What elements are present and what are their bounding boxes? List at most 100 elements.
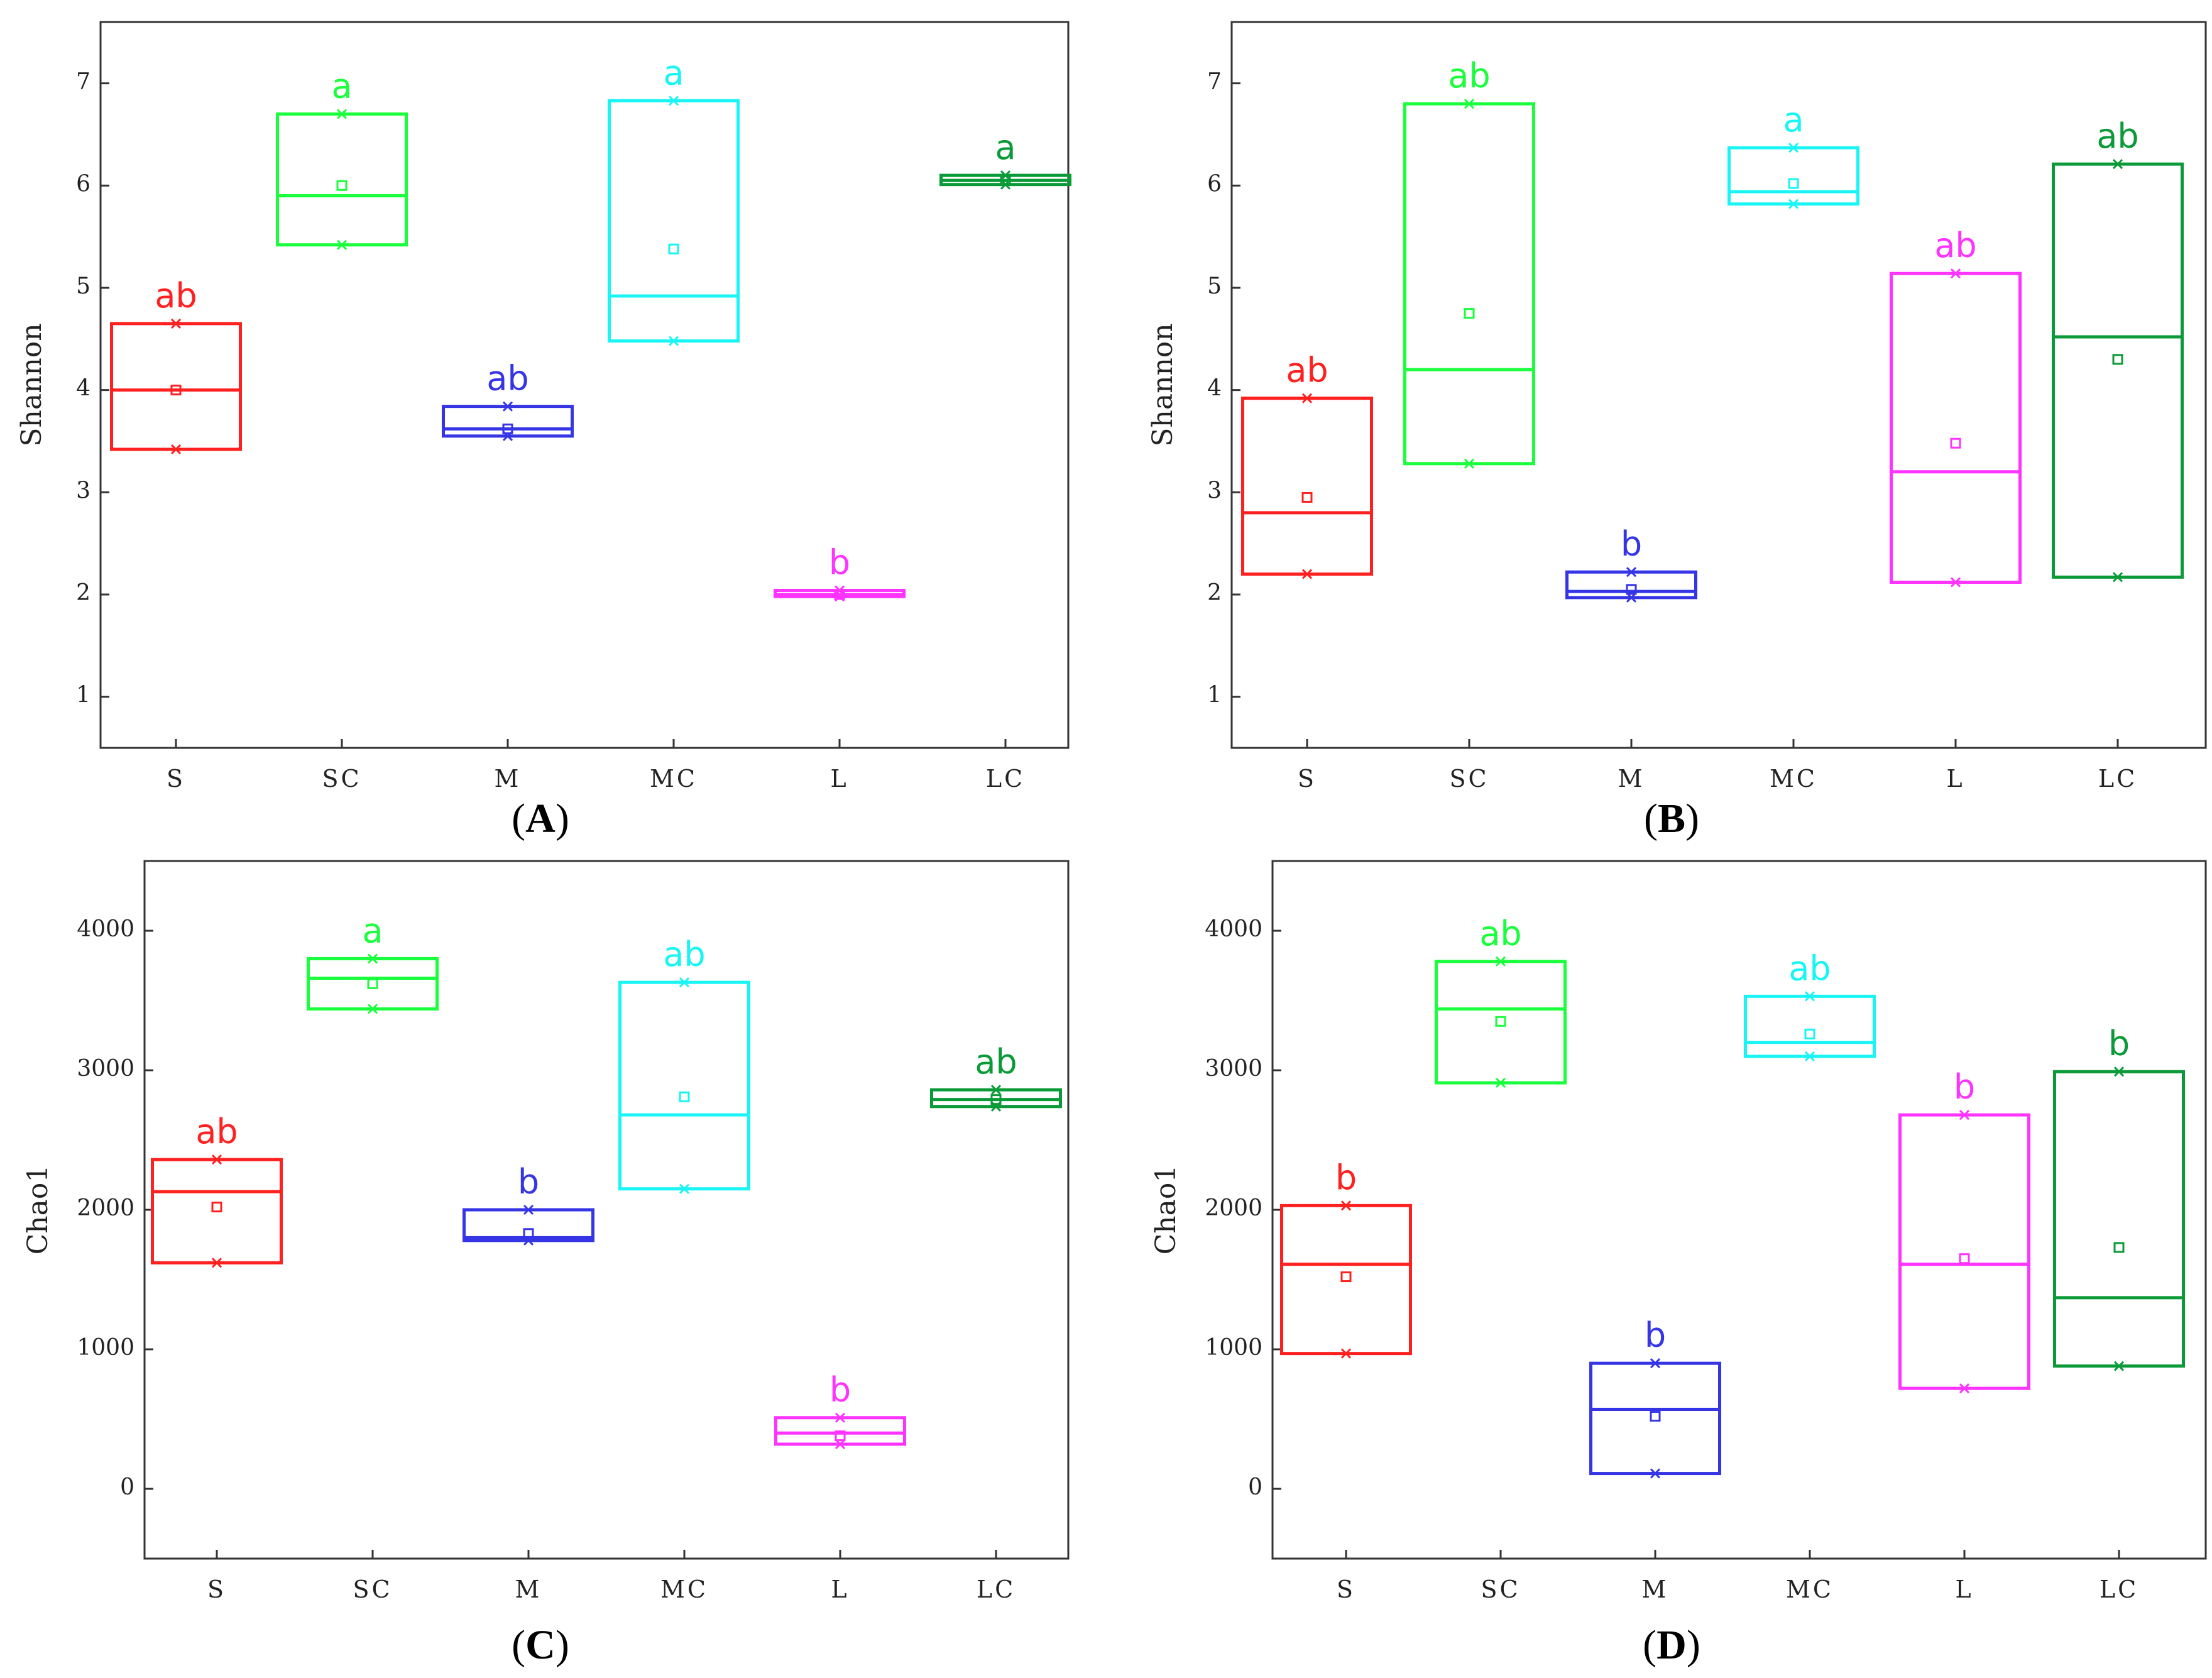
chart-d-frame bbox=[1271, 860, 2207, 1560]
chart-d-mean-sc bbox=[1495, 1016, 1506, 1027]
chart-d-mean-s bbox=[1340, 1271, 1352, 1283]
chart-b-min-marker-s bbox=[1301, 569, 1313, 579]
chart-b-xtick-label-m: M bbox=[1618, 765, 1645, 792]
chart-d-xtick-label-s: S bbox=[1337, 1576, 1355, 1603]
chart-c-min-marker-s bbox=[211, 1258, 222, 1268]
chart-a-ytick-label: 3 bbox=[76, 478, 90, 503]
chart-d-xtick-label-mc: MC bbox=[1786, 1576, 1834, 1603]
chart-b-min-marker-mc bbox=[1788, 199, 1799, 209]
chart-b-max-marker-mc bbox=[1788, 143, 1799, 153]
chart-b-box-lc bbox=[2052, 162, 2184, 579]
chart-b-ytick-label: 3 bbox=[1207, 478, 1222, 503]
chart-a-ytick-label: 4 bbox=[76, 376, 90, 402]
chart-b-min-marker-sc bbox=[1464, 458, 1475, 469]
chart-c-max-marker-sc bbox=[367, 953, 378, 964]
chart-a-ytick-label: 7 bbox=[76, 69, 90, 95]
chart-b-xtick-label-s: S bbox=[1298, 765, 1317, 792]
chart-c-max-marker-mc bbox=[679, 977, 690, 988]
chart-b-min-marker-l bbox=[1950, 577, 1961, 588]
chart-a-min-marker-sc bbox=[336, 239, 348, 250]
chart-d-mean-l bbox=[1959, 1253, 1970, 1264]
chart-b-frame bbox=[1230, 21, 2207, 749]
chart-d-box-s bbox=[1280, 1204, 1412, 1356]
chart-d-box-lc bbox=[2053, 1070, 2185, 1368]
chart-d-ytick-label: 2000 bbox=[1205, 1195, 1262, 1221]
chart-b-sig-letter-sc: ab bbox=[1448, 56, 1490, 96]
chart-b-xtick-label-lc: LC bbox=[2098, 765, 2137, 792]
chart-d-min-marker-s bbox=[1340, 1348, 1352, 1359]
chart-d-ytick-label: 0 bbox=[1248, 1474, 1262, 1500]
chart-c-sig-letter-l: b bbox=[830, 1370, 851, 1410]
chart-c-ytick-label: 2000 bbox=[77, 1195, 134, 1221]
chart-a-mean-m bbox=[502, 423, 513, 434]
panel-label-a: (A) bbox=[512, 796, 569, 842]
chart-d-mean-lc bbox=[2113, 1242, 2125, 1253]
chart-a-xtick-label-mc: MC bbox=[650, 765, 698, 792]
chart-d-max-marker-sc bbox=[1495, 956, 1506, 967]
chart-b-sig-letter-l: ab bbox=[1934, 226, 1976, 265]
chart-d-max-marker-mc bbox=[1804, 991, 1815, 1002]
chart-c-xtick-label-s: S bbox=[207, 1576, 226, 1603]
chart-d-ytick-label: 1000 bbox=[1205, 1335, 1262, 1361]
chart-c-min-marker-sc bbox=[367, 1004, 378, 1014]
chart-d-xtick-label-l: L bbox=[1955, 1576, 1973, 1603]
chart-b-max-marker-lc bbox=[2112, 159, 2123, 170]
chart-a-xtick-label-sc: SC bbox=[322, 765, 361, 792]
chart-a-mean-mc bbox=[668, 243, 679, 255]
chart-a-min-marker-mc bbox=[668, 336, 679, 346]
panel-label-b: (B) bbox=[1644, 796, 1699, 842]
chart-a-ylabel: Shannon bbox=[16, 323, 48, 446]
chart-b-xtick-label-sc: SC bbox=[1449, 765, 1489, 792]
chart-d-max-marker-l bbox=[1959, 1109, 1970, 1121]
chart-a-min-marker-s bbox=[170, 444, 182, 455]
chart-d-max-marker-m bbox=[1650, 1358, 1661, 1369]
chart-b-box-sc bbox=[1403, 102, 1535, 466]
chart-a-ytick-label: 2 bbox=[76, 580, 90, 606]
chart-a-sig-letter-lc: a bbox=[995, 128, 1016, 167]
chart-c-min-marker-mc bbox=[679, 1183, 690, 1194]
chart-b-ytick-label: 2 bbox=[1207, 580, 1222, 606]
chart-b-mean-mc bbox=[1788, 178, 1799, 189]
chart-a-ytick-label: 5 bbox=[76, 273, 90, 299]
chart-c-mean-lc bbox=[990, 1094, 1002, 1105]
chart-a-sig-letter-s: ab bbox=[155, 276, 197, 315]
chart-b-box-mc bbox=[1727, 146, 1859, 206]
chart-d-sig-letter-mc: ab bbox=[1788, 948, 1831, 988]
chart-b-min-marker-lc bbox=[2112, 572, 2123, 583]
chart-c-plot: 0 1000 2000 3000 4000 Chao1 Sab SC a Mb MC ab Lb LC ab bbox=[22, 860, 1070, 1603]
chart-b-box-s bbox=[1241, 397, 1373, 576]
chart-a-box-m bbox=[442, 405, 574, 438]
chart-b-mean-l bbox=[1950, 437, 1961, 449]
chart-c-box-sc bbox=[307, 957, 439, 1011]
chart-a-max-marker-mc bbox=[668, 96, 679, 106]
chart-d-mean-mc bbox=[1804, 1028, 1815, 1039]
chart-b-max-marker-l bbox=[1950, 268, 1961, 279]
chart-c-max-marker-s bbox=[211, 1154, 222, 1165]
chart-a-xtick-label-l: L bbox=[830, 765, 848, 792]
chart-b-mean-m bbox=[1626, 584, 1637, 595]
chart-a-xtick-label-m: M bbox=[495, 765, 522, 792]
chart-a-sig-letter-m: ab bbox=[486, 359, 528, 398]
chart-b-sig-letter-s: ab bbox=[1286, 351, 1328, 390]
chart-a-box-mc bbox=[608, 99, 740, 343]
chart-d-min-marker-m bbox=[1650, 1468, 1661, 1479]
chart-d-ylabel: Chao1 bbox=[1150, 1165, 1182, 1255]
chart-d-sig-letter-lc: b bbox=[2108, 1024, 2130, 1063]
chart-b-sig-letter-mc: a bbox=[1783, 100, 1804, 140]
chart-a-frame bbox=[99, 21, 1070, 749]
chart-d-sig-letter-sc: ab bbox=[1479, 914, 1521, 953]
chart-c-xtick-label-mc: MC bbox=[660, 1576, 708, 1603]
chart-a-mean-lc bbox=[1000, 175, 1011, 186]
chart-c-ytick-label: 3000 bbox=[77, 1056, 134, 1082]
chart-d-mean-m bbox=[1650, 1411, 1661, 1422]
chart-a-mean-l bbox=[834, 589, 845, 600]
chart-c-sig-letter-sc: a bbox=[362, 911, 383, 950]
chart-c-box-mc bbox=[618, 980, 750, 1191]
chart-a-xtick-label-s: S bbox=[167, 765, 185, 792]
chart-b-ytick-label: 7 bbox=[1207, 69, 1222, 95]
chart-c-sig-letter-mc: ab bbox=[663, 935, 705, 974]
chart-a-ytick-label: 1 bbox=[76, 683, 90, 708]
chart-a-sig-letter-mc: a bbox=[663, 53, 684, 92]
